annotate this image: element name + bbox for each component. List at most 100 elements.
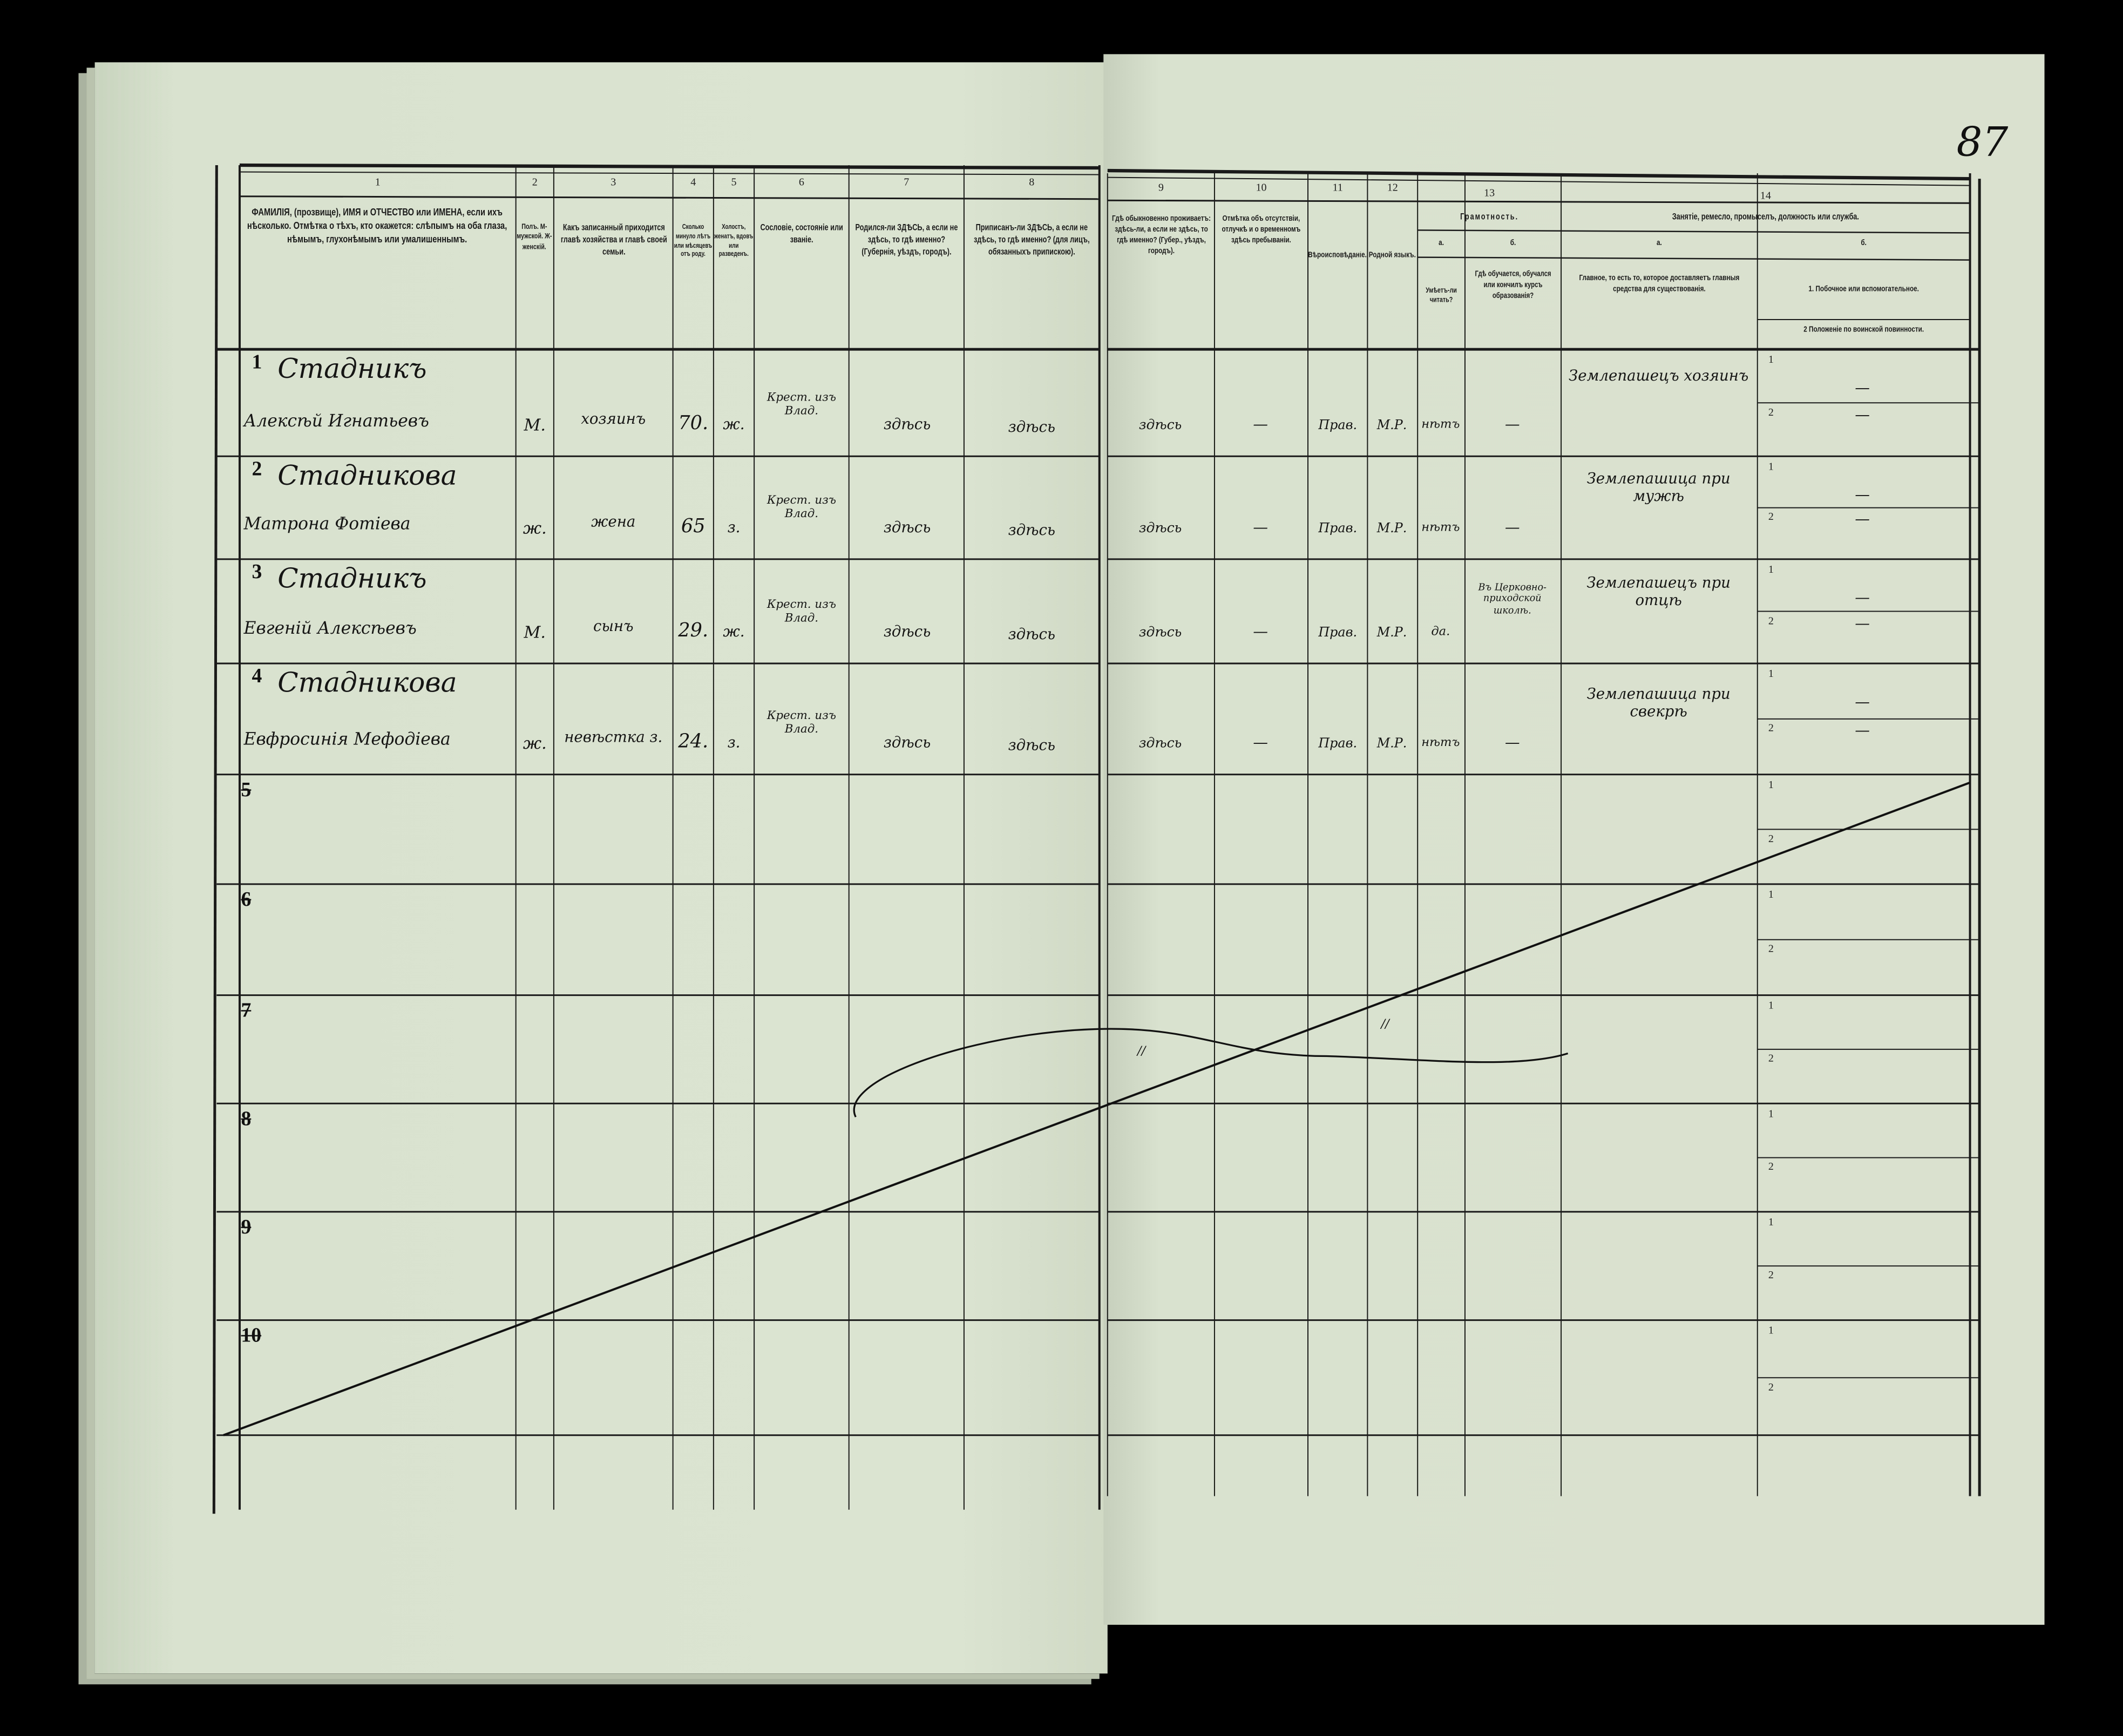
religion-cell: Прав. [1318,625,1358,641]
relation-cell: жена [591,513,636,531]
literacy-b-header: Гдѣ обучается, обучался или кончилъ курс… [1475,270,1551,300]
religion-cell: Прав. [1318,418,1358,433]
column-header: Полъ. М-мужской. Ж-женскій. [517,223,553,252]
struck-row-number: 9 [241,1217,252,1239]
occupation-title: Занятіе, ремесло, промыселъ, должность и… [1672,212,1859,222]
language-cell: М.Р. [1376,521,1407,537]
sub-row-label: 1 [1768,563,1774,576]
column-number: 11 [1332,181,1343,194]
residence-cell: здѣсь [1138,418,1182,433]
absence-cell: — [1253,734,1269,752]
age-cell: 24. [678,731,709,753]
column-number: 5 [731,176,737,188]
occupation-b-header-1: 1. Побочное или вспомогательное. [1808,286,1919,294]
column-header: Вѣроисповѣданіе. [1308,252,1367,260]
crossout-diagonal-line [223,781,1971,1436]
age-cell: 29. [678,620,709,642]
column-header: Какъ записанный приходится главѣ хозяйст… [560,223,667,257]
secondary-occupation-cell: — [1855,486,1870,504]
sub-row-label: 1 [1768,1324,1774,1337]
literacy-b-label: б. [1510,239,1516,248]
religion-cell: Прав. [1318,521,1358,537]
sub-row-label: 2 [1768,942,1774,955]
education-cell: — [1504,518,1520,537]
header-rule [1417,256,1970,261]
literacy-reads-cell: нѣтъ [1421,418,1460,432]
column-number: 12 [1387,181,1398,194]
language-cell: М.Р. [1376,418,1407,433]
birthplace-cell: здѣсь [883,518,931,537]
registration-cell: здѣсь [1008,521,1055,539]
sub-row-label: 1 [1768,999,1774,1012]
occupation-cell: Землепашецъ хозяинъ [1569,367,1749,385]
sub-row-label: 1 [1768,1216,1774,1229]
age-cell: 65 [681,516,706,538]
given-name: Евфросинія Мефодіева [243,728,451,749]
marital-cell: з. [727,734,741,752]
sub-row-label: 2 [1768,510,1774,523]
sex-cell: ж. [523,734,547,753]
row-number: 2 [252,459,262,481]
given-name: Матрона Фотіева [243,513,411,534]
column-number: 8 [1029,176,1035,188]
residence-cell: здѣсь [1138,736,1182,752]
top-border [239,171,1100,175]
occupation-cell: Землепашица при мужѣ [1586,470,1731,506]
given-name: Евгеній Алексѣевъ [243,617,417,638]
struck-row-number: 8 [241,1109,252,1131]
sub-row-label: 2 [1768,1052,1774,1064]
relation-cell: сынъ [593,617,634,635]
education-cell: — [1504,416,1520,433]
column-header: Приписанъ-ли ЗДѢСЬ, а если не здѣсь, то … [974,223,1090,257]
column-header: ФАМИЛІЯ, (прозвище), ИМЯ и ОТЧЕСТВО или … [248,206,508,246]
estate-cell: Крест. изъ Влад. [767,709,836,737]
top-border [1107,177,1970,186]
estate-cell: Крест. изъ Влад. [767,494,836,522]
sub-row-label: 1 [1768,667,1774,680]
sub-row-label: 2 [1768,832,1774,844]
estate-cell: Крест. изъ Влад. [767,598,836,626]
sub-row-label: 2 [1768,1160,1774,1173]
sub-row-label: 1 [1768,460,1774,473]
header-rule [1107,199,1970,204]
sub-row-label: 2 [1768,1269,1774,1281]
stray-mark: // [1381,1018,1389,1032]
secondary-occupation-cell: — [1855,379,1870,397]
column-number: 1 [375,176,381,188]
struck-row-number: 10 [241,1325,262,1347]
sub-row-label: 1 [1768,888,1774,901]
sub-row-label: 2 [1768,721,1774,734]
column-header: Сколько минуло лѣтъ или мѣсяцевъ отъ род… [674,223,713,259]
column-number: 3 [611,176,616,188]
occupation-a-label: а. [1656,239,1662,248]
column-header: Гдѣ обыкновенно проживаетъ: здѣсь-ли, а … [1111,215,1211,256]
absence-cell: — [1253,416,1269,433]
residence-cell: здѣсь [1138,521,1182,537]
relation-cell: невѣстка з. [564,728,663,747]
sex-cell: М. [524,622,546,642]
column-number: 2 [532,176,538,188]
given-name: Алексѣй Игнатьевъ [243,410,429,431]
birthplace-cell: здѣсь [883,622,931,641]
struck-row-number: 6 [241,889,252,912]
literacy-a-header: Умѣетъ-ли читать? [1426,287,1457,306]
estate-cell: Крест. изъ Влад. [767,391,836,419]
military-status-cell: — [1855,614,1870,632]
registration-cell: здѣсь [1008,625,1055,643]
top-border [1107,168,1970,181]
sex-cell: М. [524,416,546,435]
occupation-cell: Землепашецъ при отцѣ [1586,574,1731,610]
registration-cell: здѣсь [1008,736,1055,755]
right-page [1103,54,2045,1625]
column-number: 13 [1484,187,1495,199]
column-number: 7 [904,176,910,188]
literacy-reads-cell: нѣтъ [1421,736,1460,750]
education-cell: Въ Церковно-приходской школѣ. [1478,582,1547,616]
struck-row-number: 5 [241,779,252,802]
struck-row-number: 7 [241,1000,252,1022]
absence-cell: — [1253,518,1269,537]
column-number: 14 [1760,189,1771,202]
military-status-cell: — [1855,405,1870,423]
sub-row-label: 1 [1768,778,1774,791]
